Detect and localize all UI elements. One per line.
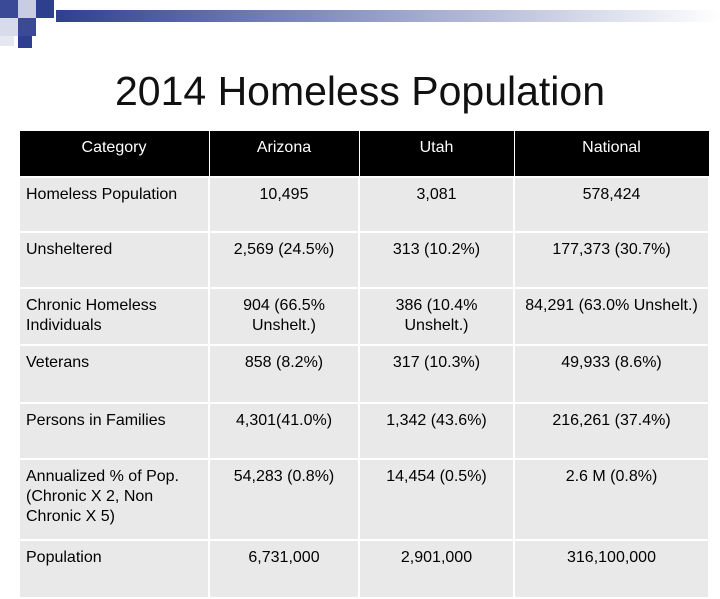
row-label: Chronic Homeless Individuals [18, 286, 210, 346]
header-category: Category [18, 130, 210, 177]
row-label: Annualized % of Pop. (Chronic X 2, Non C… [18, 457, 210, 541]
deco-square [0, 0, 18, 18]
cell-utah: 1,342 (43.6%) [358, 401, 515, 460]
cell-arizona: 858 (8.2%) [208, 343, 360, 404]
cell-national: 316,100,000 [513, 538, 710, 599]
cell-arizona: 2,569 (24.5%) [208, 230, 360, 289]
table-row: Persons in Families 4,301(41.0%) 1,342 (… [18, 401, 710, 460]
header-decoration [0, 0, 720, 48]
cell-utah: 3,081 [358, 175, 515, 233]
cell-national: 177,373 (30.7%) [513, 230, 710, 289]
row-label: Population [18, 538, 210, 599]
cell-utah: 2,901,000 [358, 538, 515, 599]
row-label: Veterans [18, 343, 210, 404]
cell-arizona: 54,283 (0.8%) [208, 457, 360, 541]
cell-national: 2.6 M (0.8%) [513, 457, 710, 541]
header-arizona: Arizona [208, 130, 360, 177]
table-row: Chronic Homeless Individuals 904 (66.5% … [18, 286, 710, 346]
cell-arizona: 10,495 [208, 175, 360, 233]
table-row: Unsheltered 2,569 (24.5%) 313 (10.2%) 17… [18, 230, 710, 289]
row-label: Persons in Families [18, 401, 210, 460]
deco-square [18, 0, 36, 18]
row-label: Unsheltered [18, 230, 210, 289]
table-row: Veterans 858 (8.2%) 317 (10.3%) 49,933 (… [18, 343, 710, 404]
cell-national: 578,424 [513, 175, 710, 233]
cell-national: 216,261 (37.4%) [513, 401, 710, 460]
cell-arizona: 4,301(41.0%) [208, 401, 360, 460]
cell-utah: 317 (10.3%) [358, 343, 515, 404]
deco-square [0, 18, 18, 36]
table-row: Homeless Population 10,495 3,081 578,424 [18, 175, 710, 233]
cell-utah: 386 (10.4% Unshelt.) [358, 286, 515, 346]
deco-square [36, 0, 54, 18]
cell-arizona: 6,731,000 [208, 538, 360, 599]
header-national: National [513, 130, 710, 177]
row-label: Homeless Population [18, 175, 210, 233]
header-utah: Utah [358, 130, 515, 177]
data-table: Category Arizona Utah National Homeless … [18, 130, 710, 599]
deco-square [0, 36, 14, 46]
cell-utah: 14,454 (0.5%) [358, 457, 515, 541]
deco-square [18, 18, 36, 36]
deco-square [18, 36, 32, 48]
header-row: Category Arizona Utah National [18, 130, 710, 177]
cell-national: 84,291 (63.0% Unshelt.) [513, 286, 710, 346]
table-row: Annualized % of Pop. (Chronic X 2, Non C… [18, 457, 710, 541]
table-row: Population 6,731,000 2,901,000 316,100,0… [18, 538, 710, 599]
page-title: 2014 Homeless Population [114, 68, 606, 114]
cell-arizona: 904 (66.5% Unshelt.) [208, 286, 360, 346]
cell-national: 49,933 (8.6%) [513, 343, 710, 404]
cell-utah: 313 (10.2%) [358, 230, 515, 289]
gradient-bar [56, 10, 720, 22]
